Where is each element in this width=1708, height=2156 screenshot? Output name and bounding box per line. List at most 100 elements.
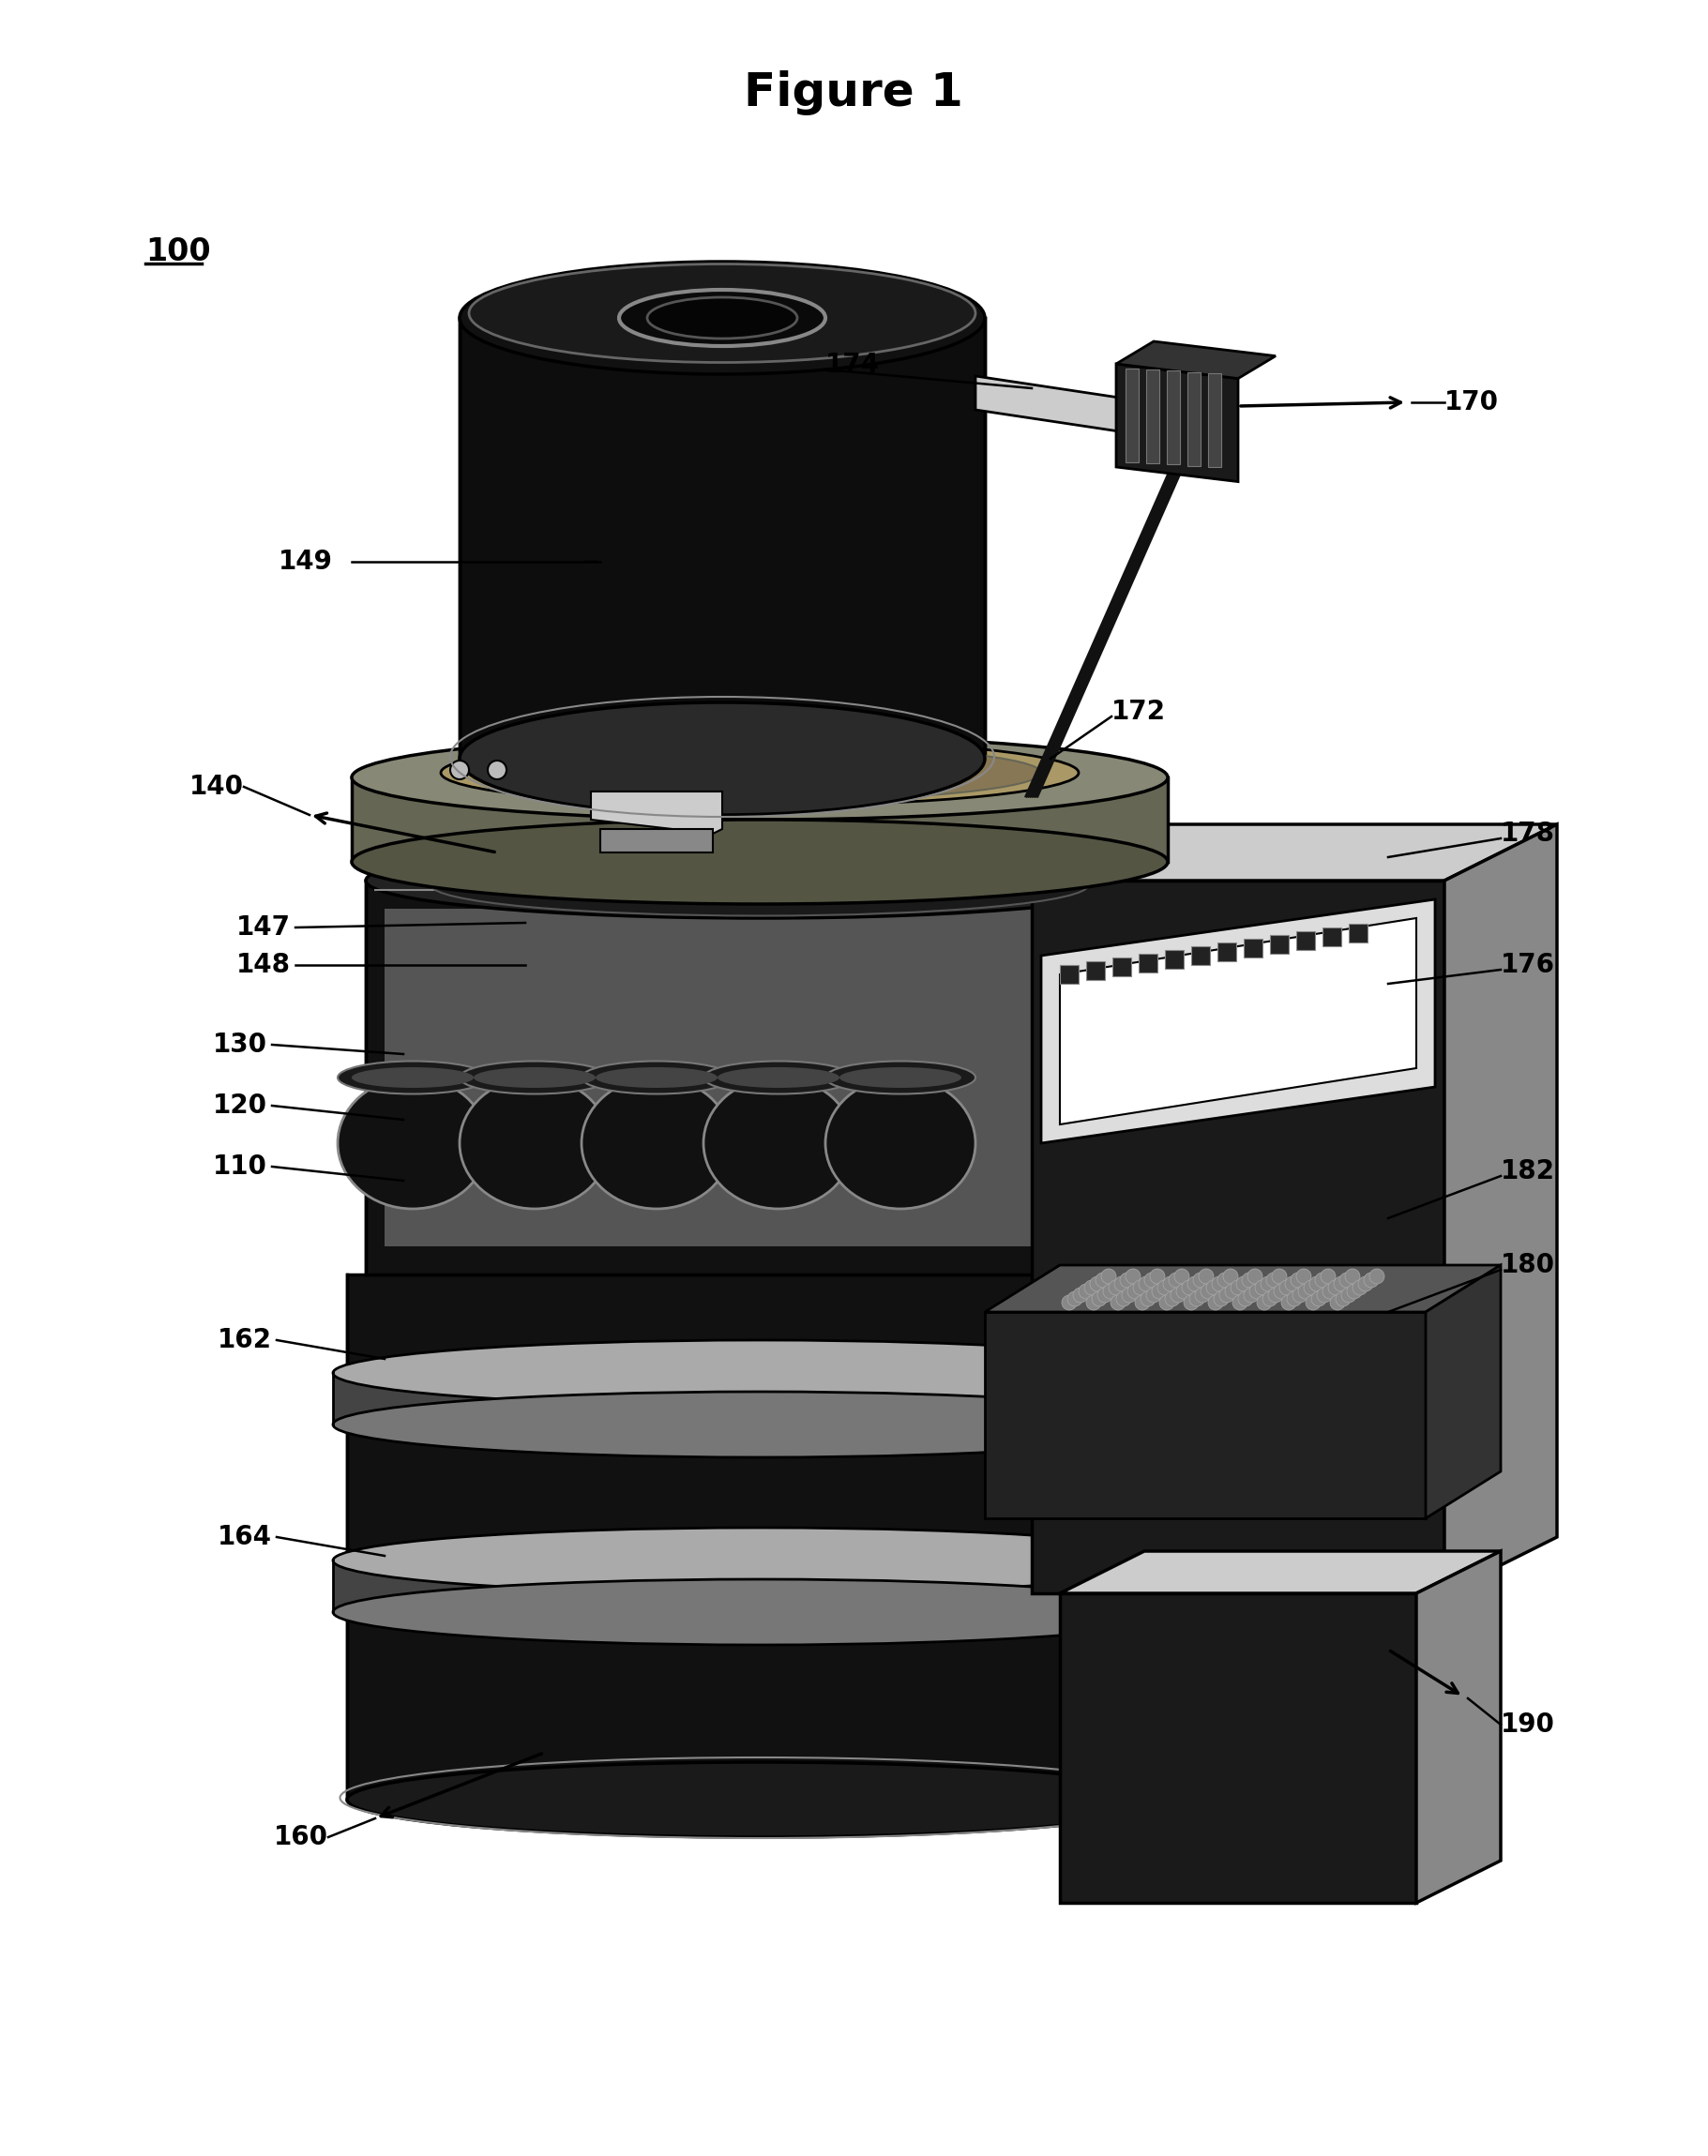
- Circle shape: [1329, 1281, 1342, 1296]
- Bar: [1208, 373, 1221, 468]
- Polygon shape: [1061, 1550, 1501, 1593]
- Circle shape: [1149, 1270, 1165, 1283]
- Polygon shape: [1061, 918, 1416, 1125]
- Text: 176: 176: [1501, 951, 1554, 979]
- Bar: [1061, 1593, 1416, 1904]
- Text: 149: 149: [278, 548, 333, 576]
- Bar: [459, 317, 986, 759]
- Circle shape: [1182, 1281, 1197, 1296]
- Text: 148: 148: [236, 951, 290, 979]
- Ellipse shape: [333, 1391, 1187, 1457]
- Bar: [1271, 936, 1290, 953]
- Polygon shape: [1115, 364, 1238, 481]
- Circle shape: [1146, 1287, 1161, 1302]
- Circle shape: [1177, 1283, 1190, 1298]
- Circle shape: [1249, 1283, 1264, 1298]
- Bar: [352, 778, 1168, 862]
- Text: 182: 182: [1501, 1158, 1554, 1184]
- Circle shape: [1344, 1270, 1360, 1283]
- Circle shape: [1170, 1287, 1185, 1302]
- Text: 147: 147: [236, 914, 290, 940]
- Circle shape: [1189, 1291, 1204, 1307]
- Circle shape: [1073, 1287, 1088, 1302]
- Circle shape: [1322, 1283, 1337, 1298]
- Ellipse shape: [352, 819, 1168, 903]
- Text: 164: 164: [217, 1524, 272, 1550]
- Ellipse shape: [459, 1061, 610, 1093]
- Circle shape: [1132, 1281, 1148, 1296]
- Ellipse shape: [825, 1078, 975, 1210]
- Ellipse shape: [470, 263, 975, 362]
- Ellipse shape: [338, 1061, 488, 1093]
- Circle shape: [1303, 1281, 1319, 1296]
- Circle shape: [1223, 1270, 1238, 1283]
- Bar: [1165, 951, 1184, 968]
- Circle shape: [1086, 1296, 1102, 1311]
- Circle shape: [1261, 1276, 1276, 1291]
- Ellipse shape: [825, 1061, 975, 1093]
- Bar: [384, 908, 1134, 1246]
- Circle shape: [1281, 1296, 1296, 1311]
- Text: 120: 120: [214, 1093, 268, 1119]
- Circle shape: [1120, 1272, 1134, 1287]
- Bar: [333, 1561, 1187, 1613]
- Circle shape: [1108, 1281, 1124, 1296]
- Polygon shape: [986, 1266, 1501, 1313]
- Bar: [1086, 962, 1105, 981]
- Bar: [1061, 966, 1079, 983]
- Circle shape: [1214, 1291, 1228, 1307]
- Bar: [1322, 927, 1341, 946]
- Ellipse shape: [333, 1341, 1187, 1406]
- Circle shape: [1331, 1296, 1344, 1311]
- Polygon shape: [591, 791, 722, 834]
- Circle shape: [1201, 1283, 1216, 1298]
- Text: 172: 172: [1112, 699, 1167, 724]
- Bar: [1167, 371, 1180, 464]
- Circle shape: [1126, 1270, 1141, 1283]
- Bar: [1243, 938, 1262, 957]
- Circle shape: [1184, 1296, 1199, 1311]
- Circle shape: [1085, 1281, 1100, 1296]
- Text: 100: 100: [145, 237, 210, 267]
- Circle shape: [1158, 1281, 1172, 1296]
- Circle shape: [1151, 1283, 1167, 1298]
- Circle shape: [1230, 1281, 1245, 1296]
- Circle shape: [1102, 1270, 1115, 1283]
- Ellipse shape: [459, 261, 986, 375]
- Circle shape: [1298, 1283, 1313, 1298]
- Ellipse shape: [347, 1761, 1172, 1837]
- Circle shape: [1339, 1272, 1354, 1287]
- Polygon shape: [600, 830, 712, 852]
- Circle shape: [1062, 1296, 1076, 1311]
- Circle shape: [1165, 1291, 1180, 1307]
- Circle shape: [1255, 1281, 1271, 1296]
- Circle shape: [1358, 1276, 1373, 1291]
- Ellipse shape: [618, 289, 825, 347]
- Bar: [1126, 369, 1139, 461]
- Bar: [1146, 369, 1160, 464]
- Circle shape: [1370, 1270, 1385, 1283]
- Text: 174: 174: [825, 351, 880, 377]
- Ellipse shape: [717, 1067, 839, 1089]
- Circle shape: [1315, 1272, 1331, 1287]
- Text: 140: 140: [190, 774, 244, 800]
- Ellipse shape: [704, 1061, 854, 1093]
- Text: 110: 110: [214, 1153, 268, 1179]
- Circle shape: [451, 761, 470, 778]
- Ellipse shape: [704, 1078, 854, 1210]
- Circle shape: [1334, 1276, 1349, 1291]
- Ellipse shape: [333, 1529, 1187, 1593]
- Circle shape: [1114, 1276, 1129, 1291]
- Polygon shape: [1115, 341, 1276, 379]
- Circle shape: [1272, 1270, 1286, 1283]
- Circle shape: [1134, 1296, 1149, 1311]
- Circle shape: [1103, 1283, 1119, 1298]
- Bar: [1139, 953, 1158, 972]
- Circle shape: [1160, 1296, 1175, 1311]
- Ellipse shape: [459, 703, 986, 815]
- Circle shape: [1141, 1291, 1156, 1307]
- Circle shape: [1110, 1296, 1126, 1311]
- Ellipse shape: [333, 1578, 1187, 1645]
- Circle shape: [1218, 1272, 1233, 1287]
- Text: 162: 162: [217, 1326, 272, 1354]
